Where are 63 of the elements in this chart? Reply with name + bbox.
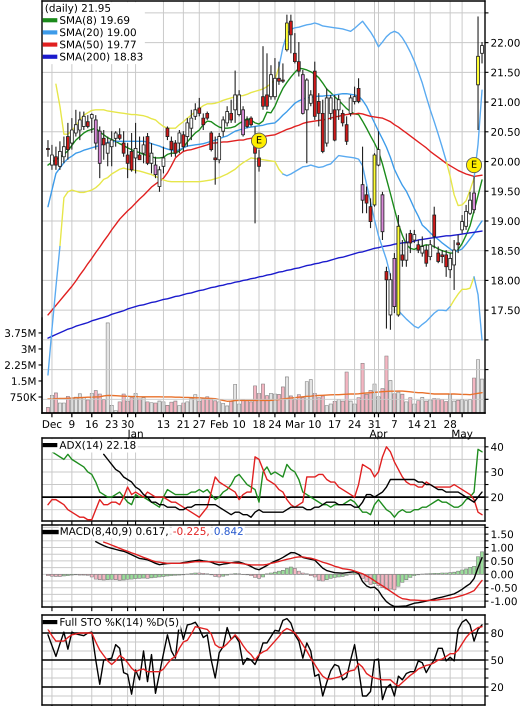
x-tick-label: Jan [127,430,143,440]
x-tick-label: 30 [122,420,134,428]
y-tick-label: 17.50 [492,306,520,314]
y-tick-label: 2.25M [5,361,36,370]
y-tick-label: 1.5M [12,377,36,386]
legend-label: SMA(200) 18.83 [60,52,142,62]
legend-label: SMA(50) 19.77 [60,40,136,50]
legend-label: SMA(20) 19.00 [60,28,136,38]
y-tick-label: 3.75M [5,329,36,338]
y-tick-label: -1.00 [491,597,517,606]
y-tick-label: 20.50 [491,128,520,136]
x-tick-label: 18 [254,420,265,428]
legend-label: SMA(8) 19.69 [60,16,130,26]
legend-label: Full STO %K(14) %D(5) [60,618,178,628]
x-tick-label: 17 [329,420,340,428]
y-tick-label: 19.50 [492,187,520,196]
x-tick-label: 27 [193,420,206,428]
y-tick-label: 1.00 [492,544,514,552]
y-tick-label: 20 [491,493,504,502]
y-tick-label: 0.50 [491,557,514,566]
y-tick-label: -0.50 [491,584,517,592]
annotation: 0.842 [214,527,243,536]
x-tick-label: 21 [424,420,436,428]
x-tick-label: 9 [69,420,74,428]
legend-title: (daily) 21.95 [46,4,110,14]
x-tick-label: 21 [178,420,190,428]
data-label: E [256,136,262,144]
x-tick-label: 16 [86,420,98,428]
x-tick-label: 10 [309,420,321,428]
x-tick-label: 10 [234,420,246,428]
y-tick-label: 18.50 [492,246,520,255]
y-tick-label: 50 [491,656,504,664]
series-label: MACD(8,40,9) 0.617, [60,526,168,536]
x-tick-label: Mar [286,420,305,428]
x-tick-label: 23 [106,420,118,428]
y-tick-label: 0.00 [491,570,514,578]
y-tick-label: 20 [491,683,504,692]
text: -0.225, [173,527,209,536]
y-tick-label: 21.50 [491,68,520,76]
y-tick-label: 20.00 [491,158,520,166]
x-tick-label: 13 [158,420,170,428]
y-tick-label: 40 [491,443,504,451]
y-tick-label: 22.00 [491,38,520,47]
legend-label: ADX(14) 22.18 [59,440,136,450]
x-tick-label: 14 [408,420,420,428]
y-tick-label: 21.00 [491,98,520,106]
x-tick-label: Feb [211,420,228,428]
y-tick-label: 1.50 [492,530,514,538]
x-tick-label: 28 [444,420,456,428]
data-label: E [472,160,476,168]
x-tick-label: May [452,430,473,440]
y-tick-label: 750K [10,393,37,402]
x-tick-label: 31 [368,420,380,428]
y-tick-label: 18.00 [492,276,520,285]
y-tick-label: 19.00 [492,217,520,226]
y-tick-label: 30 [491,468,504,476]
x-tick-label: 7 [392,420,397,428]
y-tick-label: 80 [491,629,504,638]
y-tick-label: 3M [22,345,36,354]
x-tick-label: Apr [370,430,388,440]
x-tick-label: 24 [348,420,361,428]
x-tick-label: 24 [269,420,281,428]
x-tick-label: Dec [42,420,62,428]
